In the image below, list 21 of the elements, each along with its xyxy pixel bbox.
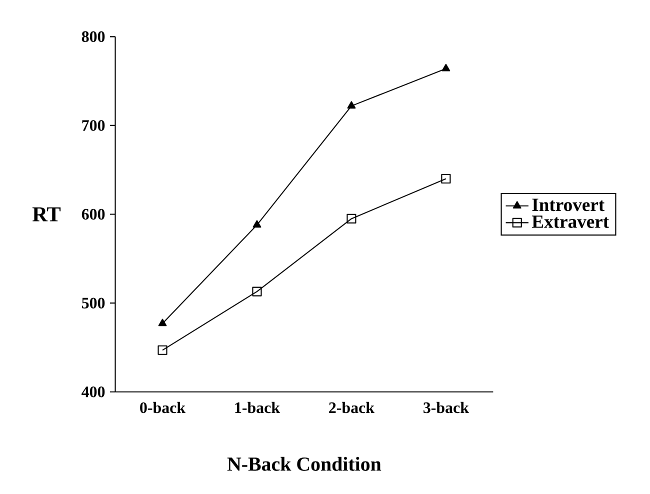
legend-label: Extravert: [532, 216, 609, 228]
point: [252, 286, 262, 296]
point: [441, 174, 451, 184]
y-tick-label: 400: [82, 386, 105, 398]
point: [346, 214, 356, 224]
x-tick-label: 2-back: [329, 402, 374, 414]
y-tick-label: 600: [82, 208, 105, 220]
point: [347, 101, 356, 109]
y-tick-label: 500: [82, 298, 105, 308]
y-tick-label: 700: [82, 120, 105, 131]
x-axis-title: N-Back Condition: [227, 456, 382, 471]
y-tick-label: 800: [82, 31, 105, 42]
point: [158, 318, 167, 326]
x-tick-label: 1-back: [235, 402, 280, 414]
point: [442, 64, 450, 72]
legend-label: Introvert: [532, 198, 605, 212]
x-tick-label: 3-back: [424, 402, 469, 414]
point: [252, 220, 262, 228]
y-axis-title: RT: [32, 207, 61, 222]
point: [158, 345, 168, 355]
x-tick-label: 0-back: [140, 402, 186, 414]
